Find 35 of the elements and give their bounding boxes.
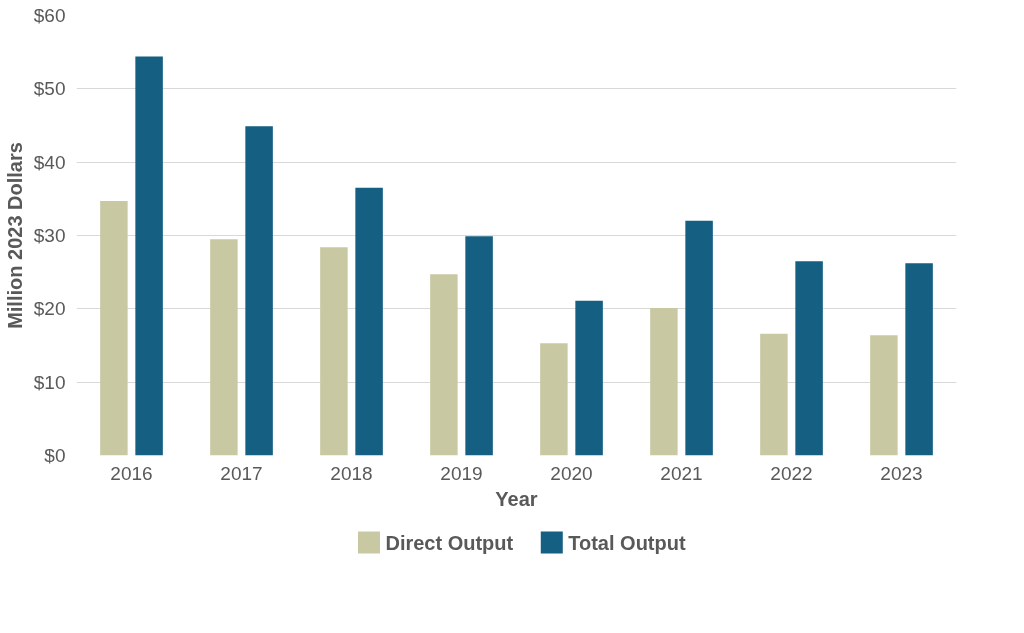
bar [210,239,238,456]
bar [320,247,348,456]
x-tick-label: 2022 [770,462,813,484]
x-tick-label: 2023 [880,462,923,484]
legend-label: Total Output [568,531,686,554]
y-tick-label: $20 [33,298,66,320]
bar [760,333,788,456]
bar [795,261,823,456]
x-tick-label: 2016 [110,462,153,484]
x-tick-label: 2020 [550,462,593,484]
x-axis-title: Year [495,487,538,510]
x-tick-label: 2021 [660,462,703,484]
bar [870,335,898,456]
y-tick-label: $40 [33,151,66,173]
bar [575,300,603,456]
bar [135,56,163,456]
bar [540,343,568,456]
y-tick-label: $60 [33,5,66,26]
y-axis-title: Million 2023 Dollars [3,142,26,329]
bar [430,274,458,456]
bar [100,201,128,456]
bar [245,126,273,456]
bar [465,236,493,456]
x-tick-label: 2018 [330,462,373,484]
y-tick-label: $0 [44,445,66,466]
bar [355,187,383,456]
x-tick-label: 2017 [220,462,263,484]
bar [685,220,713,456]
bar [905,263,933,456]
y-tick-label: $10 [33,371,66,393]
bar [650,308,678,456]
y-tick-label: $50 [33,78,66,100]
legend-label: Direct Output [385,531,514,554]
y-tick-label: $30 [33,225,66,246]
x-tick-label: 2019 [440,462,483,484]
